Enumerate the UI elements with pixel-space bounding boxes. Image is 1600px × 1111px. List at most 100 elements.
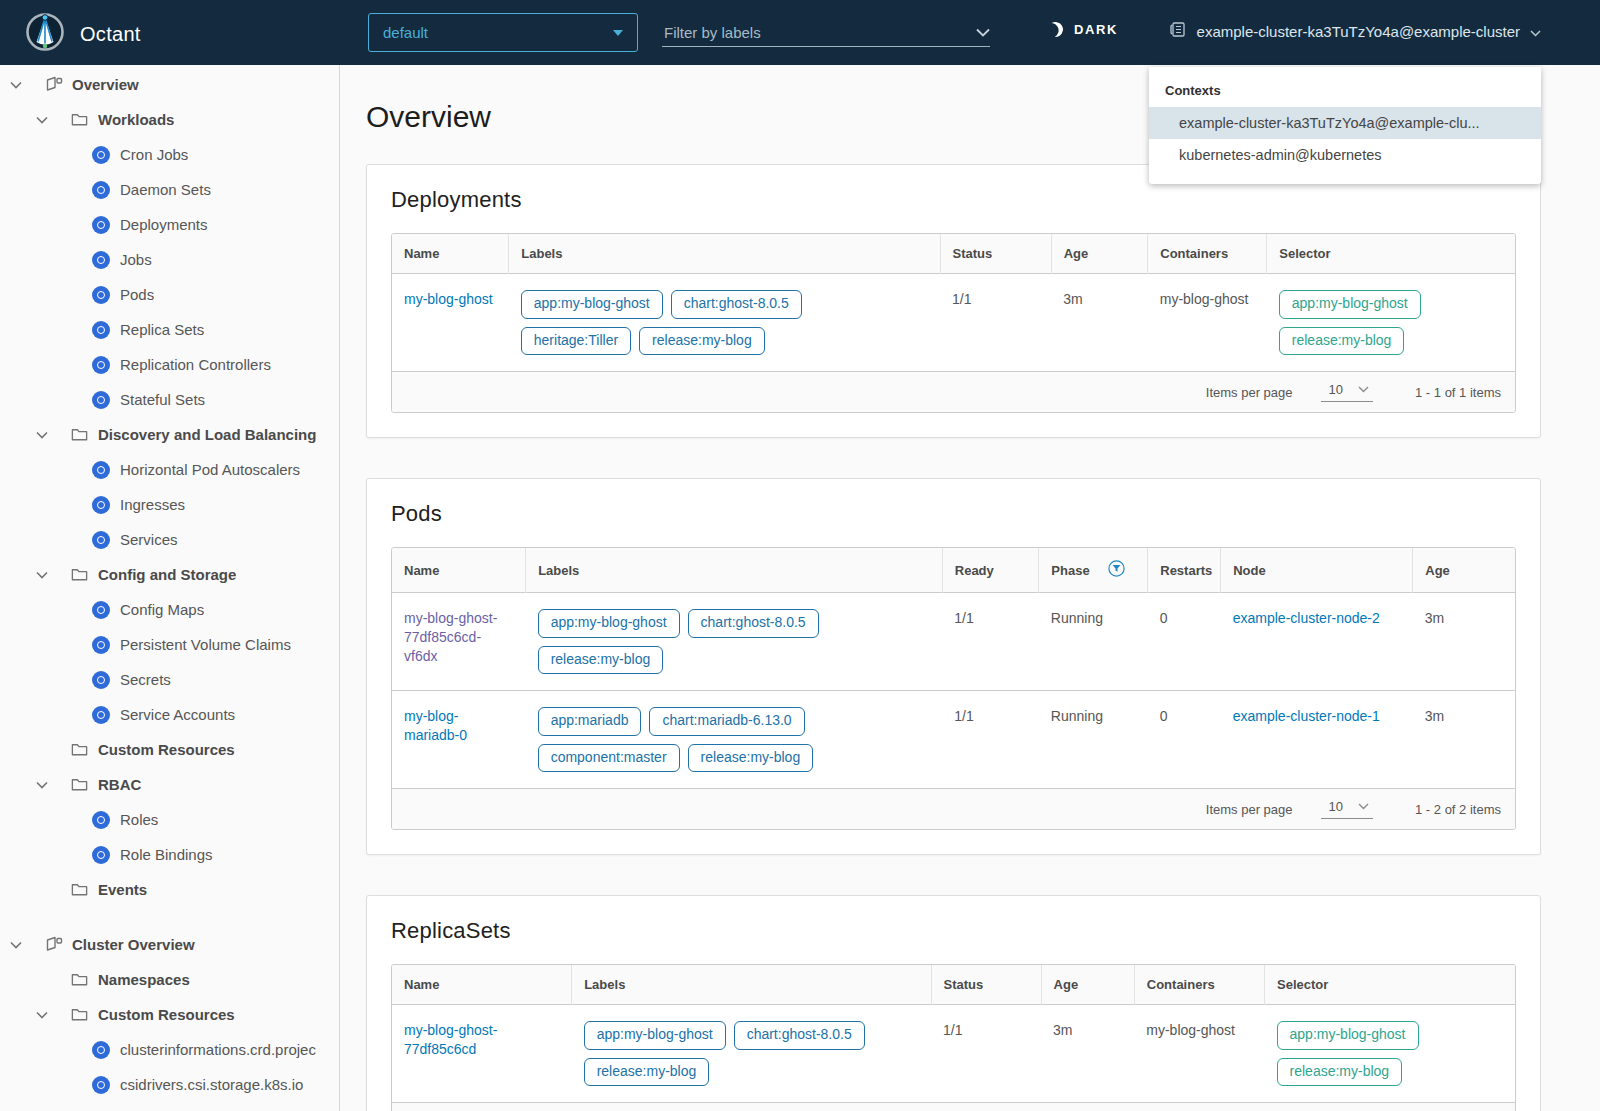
column-header-containers: Containers [1148, 234, 1267, 274]
chevron-down-icon[interactable] [976, 23, 990, 41]
chevron-down-icon[interactable] [36, 116, 70, 124]
sidebar-item-cron-jobs[interactable]: Cron Jobs [0, 137, 339, 172]
age-value: 3m [1425, 708, 1444, 724]
chevron-down-icon[interactable] [36, 431, 70, 439]
label-badge[interactable]: app:my-blog-ghost [584, 1021, 726, 1050]
sidebar-item-role-bindings[interactable]: Role Bindings [0, 837, 339, 872]
jobs-icon [92, 251, 120, 269]
page-size-select[interactable]: 10 [1321, 382, 1373, 402]
main-content: Overview Deployments Name Labels Status [341, 65, 1600, 1111]
sidebar-item-ingresses[interactable]: Ingresses [0, 487, 339, 522]
sidebar-item-services[interactable]: Services [0, 522, 339, 557]
sidebar-item-namespaces[interactable]: Namespaces [0, 962, 339, 997]
sidebar-item-service-accounts[interactable]: Service Accounts [0, 697, 339, 732]
chevron-down-icon[interactable] [36, 781, 70, 789]
context-selector[interactable]: example-cluster-ka3TuTzYo4a@example-clus… [1168, 20, 1541, 43]
header-bar: Octant default DARK example-c [0, 0, 1600, 65]
replicasets-table: Name Labels Status Age Containers Select… [391, 964, 1516, 1111]
sidebar-item-rbac[interactable]: RBAC [0, 767, 339, 802]
deployment-name-link[interactable]: my-blog-ghost [404, 291, 493, 307]
pod-name-link[interactable]: my-blog-ghost-77df85c6cd-vf6dx [404, 610, 497, 664]
label-filter-input[interactable] [662, 23, 942, 42]
sidebar-item-label: Custom Resources [98, 1006, 235, 1023]
sidebar-item-replication-controllers[interactable]: Replication Controllers [0, 347, 339, 382]
pods-table: Name Labels Ready Phase [391, 547, 1516, 830]
sidebar-item-daemon-sets[interactable]: Daemon Sets [0, 172, 339, 207]
column-header-name: Name [392, 234, 509, 274]
folder-icon [70, 425, 98, 444]
label-badge[interactable]: chart:ghost-8.0.5 [688, 609, 819, 638]
sidebar-item-custom-resources[interactable]: Custom Resources [0, 732, 339, 767]
chevron-down-icon[interactable] [10, 81, 44, 89]
sidebar-item-deployments[interactable]: Deployments [0, 207, 339, 242]
label-badge[interactable]: heritage:Tiller [521, 327, 631, 356]
app-title: Octant [80, 23, 141, 46]
sidebar-item-clusterinformations-crd-projec[interactable]: clusterinformations.crd.projec [0, 1032, 339, 1067]
node-link[interactable]: example-cluster-node-2 [1233, 610, 1380, 626]
daemonsets-icon [92, 181, 120, 199]
column-header-age: Age [1413, 548, 1515, 593]
sidebar-item-roles[interactable]: Roles [0, 802, 339, 837]
column-header-selector: Selector [1265, 965, 1515, 1005]
folder-icon [70, 565, 98, 584]
filter-icon[interactable] [1108, 560, 1125, 580]
sidebar-item-secrets[interactable]: Secrets [0, 662, 339, 697]
sidebar-item-persistent-volume-claims[interactable]: Persistent Volume Claims [0, 627, 339, 662]
sidebar-item-custom-resources[interactable]: Custom Resources [0, 997, 339, 1032]
node-link[interactable]: example-cluster-node-1 [1233, 708, 1380, 724]
selector-badge: app:my-blog-ghost [1277, 1021, 1419, 1050]
label-badge[interactable]: chart:ghost-8.0.5 [734, 1021, 865, 1050]
replicasets-icon [92, 321, 120, 339]
app-logo[interactable]: Octant [24, 11, 141, 57]
context-option-selected[interactable]: example-cluster-ka3TuTzYo4a@example-clu.… [1149, 107, 1541, 139]
sidebar-item-discovery-and-load-balancing[interactable]: Discovery and Load Balancing [0, 417, 339, 452]
label-badge[interactable]: app:my-blog-ghost [521, 290, 663, 319]
chevron-down-icon [1530, 23, 1541, 41]
ready-value: 1/1 [954, 610, 973, 626]
theme-toggle[interactable]: DARK [1048, 22, 1118, 37]
sidebar-item-csidrivers-csi-storage-k8s-io[interactable]: csidrivers.csi.storage.k8s.io [0, 1067, 339, 1102]
sidebar-item-jobs[interactable]: Jobs [0, 242, 339, 277]
label-badge[interactable]: release:my-blog [584, 1058, 710, 1087]
sidebar-item-replica-sets[interactable]: Replica Sets [0, 312, 339, 347]
sidebar-item-workloads[interactable]: Workloads [0, 102, 339, 137]
sidebar-item-horizontal-pod-autoscalers[interactable]: Horizontal Pod Autoscalers [0, 452, 339, 487]
pod-name-link[interactable]: my-blog-mariadb-0 [404, 708, 467, 743]
sidebar-item-events[interactable]: Events [0, 872, 339, 907]
label-badge[interactable]: app:mariadb [538, 707, 642, 736]
sidebar-item-pods[interactable]: Pods [0, 277, 339, 312]
sidebar-item-config-maps[interactable]: Config Maps [0, 592, 339, 627]
context-option[interactable]: kubernetes-admin@kubernetes [1149, 139, 1541, 171]
label-badge[interactable]: release:my-blog [688, 744, 814, 773]
label-badge[interactable]: app:my-blog-ghost [538, 609, 680, 638]
rolebindings-icon [92, 846, 120, 864]
crd-icon [92, 1041, 120, 1059]
sidebar-item-overview[interactable]: Overview [0, 67, 339, 102]
pagination: Items per page 10 1 - 1 of 1 items [392, 371, 1515, 412]
pagination: Items per page 10 1 - 2 of 2 items [392, 788, 1515, 829]
page-size-select[interactable]: 10 [1321, 799, 1373, 819]
chevron-down-icon[interactable] [36, 571, 70, 579]
sidebar-item-label: Namespaces [98, 971, 190, 988]
sidebar-item-config-and-storage[interactable]: Config and Storage [0, 557, 339, 592]
label-badge[interactable]: chart:mariadb-6.13.0 [649, 707, 804, 736]
chevron-down-icon[interactable] [36, 1011, 70, 1019]
replicasets-card-title: ReplicaSets [391, 918, 1516, 944]
context-dropdown-title: Contexts [1149, 67, 1541, 107]
replicaset-name-link[interactable]: my-blog-ghost-77df85c6cd [404, 1022, 497, 1057]
table-row: my-blog-ghost-77df85c6cd-vf6dx app:my-bl… [392, 593, 1515, 691]
ready-value: 1/1 [954, 708, 973, 724]
label-badge[interactable]: component:master [538, 744, 680, 773]
sidebar-item-label: clusterinformations.crd.projec [120, 1041, 316, 1058]
sidebar-item-label: Events [98, 881, 147, 898]
sidebar-item-stateful-sets[interactable]: Stateful Sets [0, 382, 339, 417]
sidebar-item-cluster-overview[interactable]: Cluster Overview [0, 927, 339, 962]
label-badge[interactable]: release:my-blog [639, 327, 765, 356]
context-label: example-cluster-ka3TuTzYo4a@example-clus… [1197, 23, 1520, 40]
namespace-select[interactable]: default [368, 13, 638, 52]
label-badge[interactable]: chart:ghost-8.0.5 [671, 290, 802, 319]
chevron-down-icon[interactable] [10, 941, 44, 949]
sidebar-item-label: Cron Jobs [120, 146, 188, 163]
folder-icon [70, 740, 98, 759]
label-badge[interactable]: release:my-blog [538, 646, 664, 675]
